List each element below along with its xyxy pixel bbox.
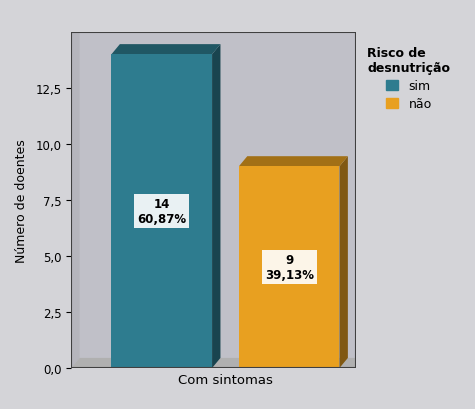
Legend: sim, não: sim, não xyxy=(367,47,450,111)
Bar xyxy=(112,55,212,368)
Text: 9
39,13%: 9 39,13% xyxy=(265,254,314,281)
Bar xyxy=(71,33,356,368)
Polygon shape xyxy=(71,22,80,368)
Bar xyxy=(239,167,340,368)
Text: 14
60,87%: 14 60,87% xyxy=(137,198,186,225)
Polygon shape xyxy=(340,157,348,368)
Polygon shape xyxy=(212,45,220,368)
Polygon shape xyxy=(112,45,220,55)
Polygon shape xyxy=(71,358,365,368)
Y-axis label: Número de doentes: Número de doentes xyxy=(16,139,28,262)
Polygon shape xyxy=(239,157,348,167)
